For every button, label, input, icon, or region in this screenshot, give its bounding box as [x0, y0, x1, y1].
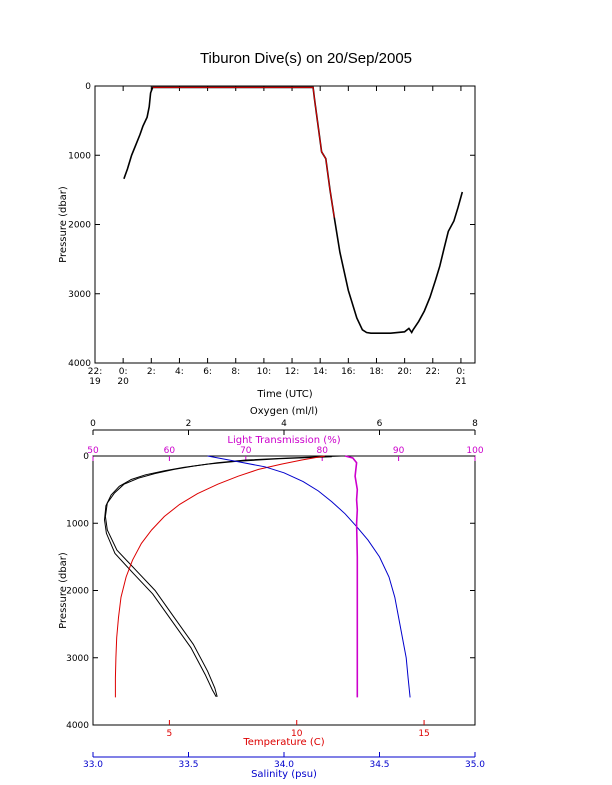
x-tick-label: 10:: [257, 367, 271, 377]
x-tick-label: 14:: [313, 367, 327, 377]
x-tick-label: 0:: [119, 367, 128, 377]
series-line-oxygen_2: [103, 456, 332, 698]
x-tick-label: 4:: [175, 367, 184, 377]
oxygen-tick-label: 2: [186, 419, 192, 429]
series-line-dive: [123, 86, 464, 335]
oxygen-tick-label: 8: [472, 419, 478, 429]
temperature-tick-label: 10: [291, 729, 303, 739]
series-line-salinity: [207, 455, 411, 698]
salinity-tick-label: 34.5: [369, 760, 389, 770]
y-tick-label: 2000: [68, 221, 91, 231]
y-tick-label: 4000: [68, 359, 91, 369]
x-tick-label: 20:: [397, 367, 411, 377]
oxygen-tick-label: 6: [377, 419, 383, 429]
salinity-axis-title: Salinity (psu): [251, 769, 317, 780]
y-tick-label: 4000: [66, 721, 89, 731]
x-tick-label: 0:: [457, 367, 466, 377]
x-tick-label: 18:: [369, 367, 383, 377]
light-axis-title: Light Transmission (%): [227, 435, 340, 446]
y-tick-label: 3000: [66, 654, 89, 664]
temperature-axis-title: Temperature (C): [242, 737, 324, 748]
salinity-tick-label: 35.0: [465, 760, 485, 770]
x-axis-title: Time (UTC): [256, 389, 312, 400]
plot-frame: [92, 455, 476, 726]
light-tick-label: 100: [466, 446, 483, 456]
salinity-tick-label: 33.5: [178, 760, 198, 770]
y-axis-title: Pressure (dbar): [58, 186, 69, 263]
y-axis-title: Pressure (dbar): [58, 552, 69, 629]
y-tick-label: 2000: [66, 587, 89, 597]
y-tick-label: 0: [85, 82, 91, 92]
x-tick-label-day: 20: [117, 377, 129, 387]
x-tick-label: 12:: [285, 367, 299, 377]
series-line-dive-overlay: [152, 86, 335, 218]
x-tick-label: 6:: [203, 367, 212, 377]
series-line-temperature: [114, 455, 325, 698]
series-line-oxygen: [104, 455, 342, 697]
light-tick-label: 90: [393, 446, 405, 456]
y-tick-label: 1000: [68, 151, 91, 161]
y-tick-label: 3000: [68, 290, 91, 300]
dive-profile-plot: 22:190:202: 4: 6: 8: 10: 12: 14: 16: 18: 20: 22: 0:…: [58, 82, 476, 400]
x-tick-label-day: 21: [455, 377, 466, 387]
oxygen-axis-title: Oxygen (ml/l): [250, 406, 318, 417]
x-tick-label: 22:: [88, 367, 102, 377]
y-tick-label: 0: [83, 452, 89, 462]
light-tick-label: 70: [240, 446, 252, 456]
x-tick-label: 16:: [341, 367, 355, 377]
light-tick-label: 80: [316, 446, 328, 456]
y-tick-label: 1000: [66, 519, 89, 529]
salinity-tick-label: 34.0: [274, 760, 294, 770]
temperature-tick-label: 5: [167, 729, 173, 739]
oxygen-tick-label: 4: [281, 419, 287, 429]
x-tick-label: 8:: [231, 367, 240, 377]
light-tick-label: 60: [164, 446, 176, 456]
series-line-light: [344, 455, 359, 698]
temperature-tick-label: 15: [418, 729, 429, 739]
x-tick-label: 22:: [426, 367, 440, 377]
chart-title: Tiburon Dive(s) on 20/Sep/2005: [199, 50, 413, 67]
light-tick-label: 50: [87, 446, 99, 456]
salinity-tick-label: 33.0: [83, 760, 103, 770]
x-tick-label: 2:: [147, 367, 156, 377]
oxygen-tick-label: 0: [90, 419, 96, 429]
x-tick-label-day: 19: [89, 377, 101, 387]
